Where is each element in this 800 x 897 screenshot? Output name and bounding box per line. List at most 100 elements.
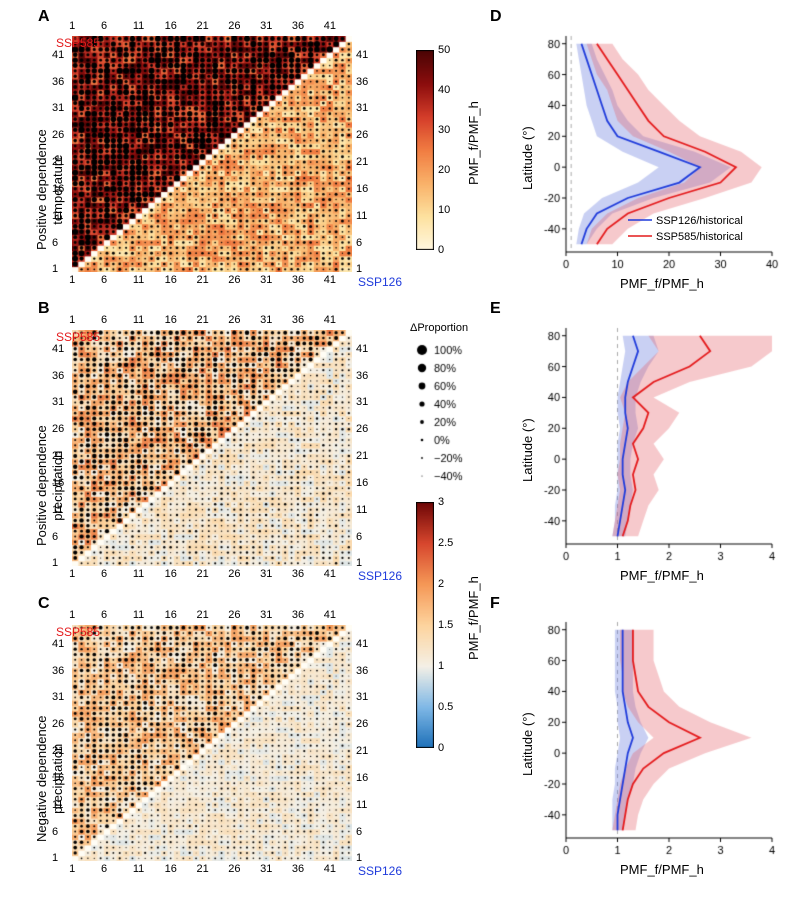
tick: 31 bbox=[52, 102, 64, 114]
tick: 41 bbox=[324, 314, 336, 326]
tick: 21 bbox=[356, 450, 368, 462]
colorbar-tick: 0 bbox=[438, 742, 444, 754]
tick: 16 bbox=[165, 274, 177, 286]
ssp126-label-A: SSP126 bbox=[358, 275, 402, 289]
tick: 16 bbox=[52, 183, 64, 195]
legend-D-svg: SSP126/historical SSP585/historical bbox=[628, 212, 788, 248]
ylabel-E: Latitude (°) bbox=[520, 418, 535, 482]
colorbar-tick: 0.5 bbox=[438, 701, 453, 713]
tick: 16 bbox=[356, 477, 368, 489]
tick: 41 bbox=[324, 609, 336, 621]
tick: 21 bbox=[196, 609, 208, 621]
tick: 11 bbox=[133, 20, 144, 32]
tick: 21 bbox=[196, 863, 208, 875]
tick: 36 bbox=[52, 76, 64, 88]
tick: 6 bbox=[356, 237, 362, 249]
tick: 26 bbox=[228, 609, 240, 621]
tick: 41 bbox=[52, 49, 64, 61]
tick: 31 bbox=[260, 314, 272, 326]
tick: 21 bbox=[356, 745, 368, 757]
tick: 36 bbox=[292, 274, 304, 286]
tick: 1 bbox=[356, 263, 362, 275]
colorbar-BC bbox=[416, 502, 434, 748]
tick: 1 bbox=[356, 557, 362, 569]
colorbar-tick: 1 bbox=[438, 660, 444, 672]
tick: 6 bbox=[101, 568, 107, 580]
colorbar-tick: 2.5 bbox=[438, 537, 453, 549]
tick: 31 bbox=[260, 568, 272, 580]
colorbar-tick: 40 bbox=[438, 84, 450, 96]
tick: 11 bbox=[133, 568, 144, 580]
tick: 41 bbox=[52, 638, 64, 650]
colorbar-A bbox=[416, 50, 434, 250]
tick: 6 bbox=[356, 826, 362, 838]
tick: 21 bbox=[196, 568, 208, 580]
tick: 1 bbox=[69, 274, 75, 286]
tick: 11 bbox=[133, 274, 144, 286]
tick: 26 bbox=[52, 129, 64, 141]
tick: 1 bbox=[69, 568, 75, 580]
tick: 6 bbox=[52, 826, 58, 838]
tick: 26 bbox=[356, 423, 368, 435]
panel-label-D: D bbox=[490, 8, 502, 26]
tick: 26 bbox=[228, 274, 240, 286]
tick: 41 bbox=[52, 343, 64, 355]
tick: 36 bbox=[292, 863, 304, 875]
tick: 26 bbox=[52, 718, 64, 730]
tick: 31 bbox=[356, 396, 368, 408]
tick: 16 bbox=[165, 863, 177, 875]
linepanel-F bbox=[530, 614, 780, 866]
panel-label-A: A bbox=[38, 8, 50, 26]
tick: 11 bbox=[356, 210, 367, 222]
legend-item-ssp585: SSP585/historical bbox=[656, 231, 743, 243]
colorbar-tick: 20 bbox=[438, 164, 450, 176]
tick: 26 bbox=[228, 863, 240, 875]
tick: 21 bbox=[52, 745, 64, 757]
heatmap-C bbox=[72, 625, 352, 861]
ylabel-D: Latitude (°) bbox=[520, 126, 535, 190]
tick: 11 bbox=[52, 504, 63, 516]
tick: 11 bbox=[133, 314, 144, 326]
tick: 26 bbox=[356, 129, 368, 141]
tick: 1 bbox=[52, 263, 58, 275]
tick: 21 bbox=[196, 274, 208, 286]
panel-label-E: E bbox=[490, 300, 501, 318]
tick: 11 bbox=[52, 799, 63, 811]
tick: 16 bbox=[165, 609, 177, 621]
panel-label-F: F bbox=[490, 595, 500, 613]
panel-label-B: B bbox=[38, 300, 50, 318]
xlabel-F: PMF_f/PMF_h bbox=[620, 862, 704, 877]
tick: 11 bbox=[356, 504, 367, 516]
tick: 11 bbox=[356, 799, 367, 811]
figure-root: A B C D E F Positive dependencetemperatu… bbox=[0, 0, 800, 897]
tick: 31 bbox=[260, 609, 272, 621]
tick: 16 bbox=[356, 183, 368, 195]
tick: 31 bbox=[52, 396, 64, 408]
colorbar-tick: 50 bbox=[438, 44, 450, 56]
tick: 36 bbox=[292, 20, 304, 32]
tick: 1 bbox=[69, 20, 75, 32]
tick: 36 bbox=[292, 314, 304, 326]
ssp126-label-C: SSP126 bbox=[358, 864, 402, 878]
colorbar-tick: 10 bbox=[438, 204, 450, 216]
xlabel-D: PMF_f/PMF_h bbox=[620, 276, 704, 291]
tick: 36 bbox=[52, 665, 64, 677]
colorbar-BC-label: PMF_f/PMF_h bbox=[466, 576, 481, 660]
colorbar-tick: 30 bbox=[438, 124, 450, 136]
tick: 16 bbox=[165, 568, 177, 580]
tick: 1 bbox=[69, 609, 75, 621]
tick: 31 bbox=[52, 691, 64, 703]
tick: 6 bbox=[101, 274, 107, 286]
colorbar-tick: 0 bbox=[438, 244, 444, 256]
colorbar-tick: 2 bbox=[438, 578, 444, 590]
colorbar-A-label: PMF_f/PMF_h bbox=[466, 101, 481, 185]
tick: 6 bbox=[52, 237, 58, 249]
tick: 21 bbox=[196, 314, 208, 326]
tick: 41 bbox=[356, 343, 368, 355]
tick: 36 bbox=[356, 370, 368, 382]
tick: 41 bbox=[324, 863, 336, 875]
tick: 21 bbox=[52, 156, 64, 168]
ssp126-label-B: SSP126 bbox=[358, 569, 402, 583]
tick: 6 bbox=[101, 20, 107, 32]
tick: 26 bbox=[52, 423, 64, 435]
